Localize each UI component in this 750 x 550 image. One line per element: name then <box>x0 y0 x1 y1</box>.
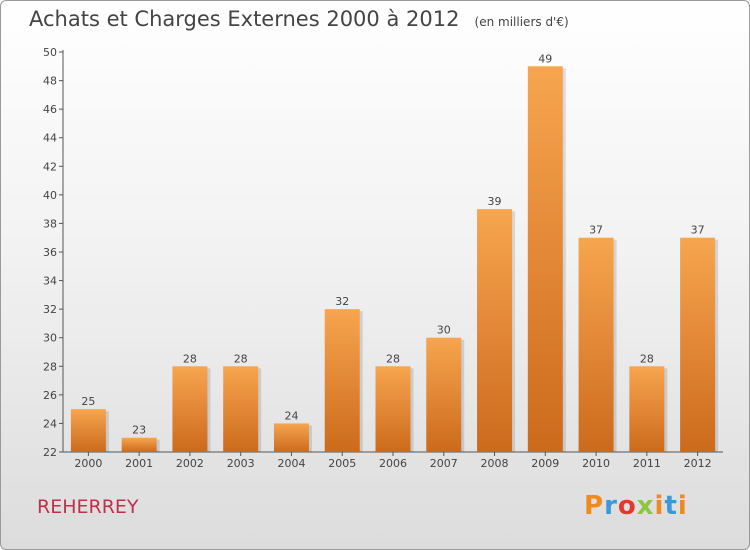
x-tick-label: 2003 <box>227 457 255 470</box>
bar-2005 <box>324 309 360 452</box>
data-label: 39 <box>488 195 502 208</box>
data-label: 28 <box>640 352 654 365</box>
y-tick-label: 46 <box>43 103 57 116</box>
y-tick-label: 22 <box>43 446 57 459</box>
x-tick-label: 2005 <box>328 457 356 470</box>
logo-letter: i <box>654 491 665 521</box>
bar-2007 <box>426 337 462 452</box>
logo-letter: o <box>617 491 637 521</box>
proxiti-logo[interactable]: Proxiti <box>584 491 688 521</box>
data-label: 30 <box>437 324 451 337</box>
x-tick-label: 2000 <box>74 457 102 470</box>
y-tick-label: 34 <box>43 275 57 288</box>
bar-2002 <box>172 366 208 452</box>
y-tick-label: 48 <box>43 75 57 88</box>
data-label: 28 <box>234 352 248 365</box>
x-tick-label: 2002 <box>176 457 204 470</box>
bar-2003 <box>223 366 259 452</box>
data-label: 37 <box>589 224 603 237</box>
y-tick-label: 24 <box>43 417 57 430</box>
place-name: REHERREY <box>37 496 139 518</box>
data-label: 37 <box>691 224 705 237</box>
y-tick-label: 40 <box>43 189 57 202</box>
data-label: 25 <box>81 395 95 408</box>
x-tick-label: 2007 <box>430 457 458 470</box>
bar-2001 <box>121 437 157 452</box>
logo-letter: r <box>604 491 618 521</box>
y-tick-label: 44 <box>43 132 57 145</box>
bar-2004 <box>273 423 309 452</box>
y-tick-label: 26 <box>43 389 57 402</box>
data-label: 23 <box>132 424 146 437</box>
y-tick-label: 32 <box>43 303 57 316</box>
data-label: 24 <box>284 409 298 422</box>
y-tick-label: 28 <box>43 360 57 373</box>
data-label: 28 <box>183 352 197 365</box>
x-tick-label: 2008 <box>481 457 509 470</box>
x-tick-label: 2011 <box>633 457 661 470</box>
y-tick-label: 42 <box>43 160 57 173</box>
logo-letter: i <box>677 491 688 521</box>
bar-2006 <box>375 366 411 452</box>
x-tick-label: 2006 <box>379 457 407 470</box>
x-tick-label: 2012 <box>684 457 712 470</box>
y-tick-label: 50 <box>43 46 57 59</box>
x-tick-label: 2004 <box>277 457 305 470</box>
chart-title: Achats et Charges Externes 2000 à 2012 <box>29 7 460 31</box>
logo-letter: x <box>636 491 655 521</box>
x-tick-label: 2010 <box>582 457 610 470</box>
bar-2008 <box>477 209 513 452</box>
x-tick-label: 2009 <box>531 457 559 470</box>
y-tick-label: 38 <box>43 217 57 230</box>
x-tick-label: 2001 <box>125 457 153 470</box>
data-label: 28 <box>386 352 400 365</box>
bar-2011 <box>629 366 665 452</box>
bar-2009 <box>527 66 563 453</box>
chart-subtitle: (en milliers d'€) <box>474 15 569 29</box>
y-tick-label: 36 <box>43 246 57 259</box>
chart-title-block: Achats et Charges Externes 2000 à 2012 (… <box>29 7 569 31</box>
data-label: 49 <box>538 52 552 65</box>
y-tick-label: 30 <box>43 332 57 345</box>
bar-2012 <box>680 237 716 452</box>
logo-letter: t <box>664 491 678 521</box>
bar-2000 <box>70 409 106 452</box>
bar-2010 <box>578 237 614 452</box>
data-label: 32 <box>335 295 349 308</box>
logo-letter: P <box>584 491 605 521</box>
